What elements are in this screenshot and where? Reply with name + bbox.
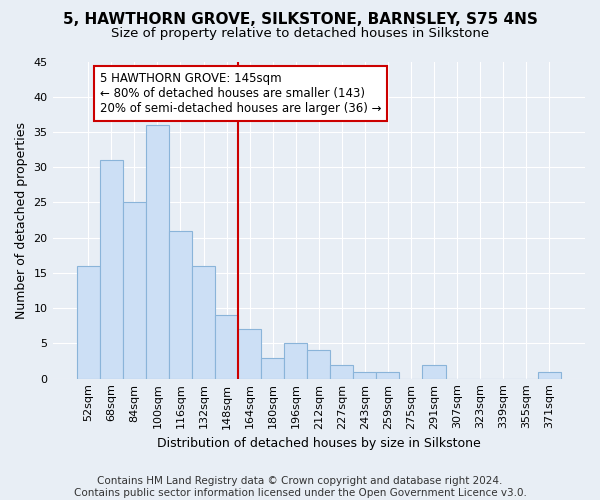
- Y-axis label: Number of detached properties: Number of detached properties: [15, 122, 28, 318]
- Bar: [261, 358, 284, 378]
- Bar: [169, 230, 192, 378]
- Bar: [238, 330, 261, 378]
- Bar: [422, 364, 446, 378]
- Bar: [376, 372, 400, 378]
- Bar: [215, 315, 238, 378]
- Bar: [284, 344, 307, 378]
- Bar: [353, 372, 376, 378]
- Bar: [100, 160, 123, 378]
- X-axis label: Distribution of detached houses by size in Silkstone: Distribution of detached houses by size …: [157, 437, 481, 450]
- Bar: [123, 202, 146, 378]
- Bar: [192, 266, 215, 378]
- Bar: [307, 350, 330, 378]
- Text: 5, HAWTHORN GROVE, SILKSTONE, BARNSLEY, S75 4NS: 5, HAWTHORN GROVE, SILKSTONE, BARNSLEY, …: [62, 12, 538, 28]
- Bar: [77, 266, 100, 378]
- Text: Size of property relative to detached houses in Silkstone: Size of property relative to detached ho…: [111, 28, 489, 40]
- Text: Contains HM Land Registry data © Crown copyright and database right 2024.
Contai: Contains HM Land Registry data © Crown c…: [74, 476, 526, 498]
- Bar: [330, 364, 353, 378]
- Bar: [146, 125, 169, 378]
- Bar: [538, 372, 561, 378]
- Text: 5 HAWTHORN GROVE: 145sqm
← 80% of detached houses are smaller (143)
20% of semi-: 5 HAWTHORN GROVE: 145sqm ← 80% of detach…: [100, 72, 381, 115]
